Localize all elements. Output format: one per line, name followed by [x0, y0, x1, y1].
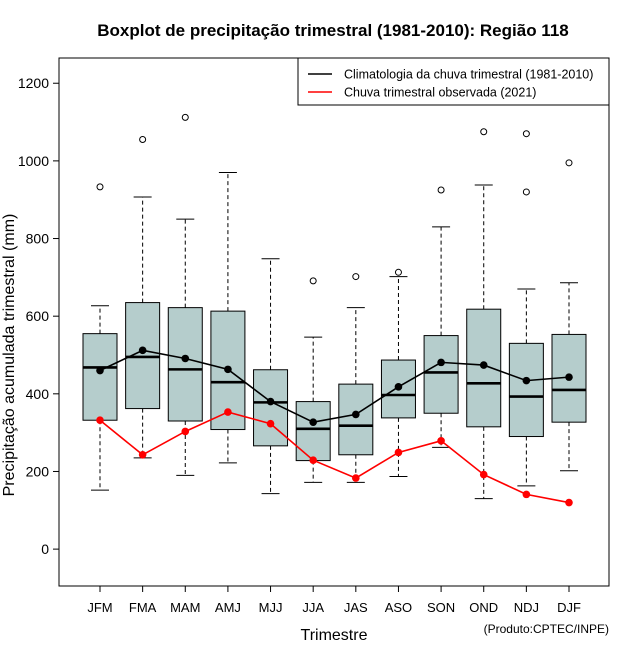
y-tick-label: 1000 [18, 153, 49, 169]
box-mam [167, 113, 203, 476]
series-point-climatology [394, 383, 403, 391]
x-tick-label: JFM [87, 600, 112, 615]
y-tick-label: 200 [26, 463, 50, 479]
series-point-observed [352, 474, 360, 482]
series-point-climatology [309, 418, 317, 426]
series-point-observed [309, 456, 317, 465]
box-iqr [508, 342, 544, 438]
x-tick-label: OND [469, 600, 498, 615]
box-mjj [253, 258, 289, 495]
box-ond [466, 128, 502, 500]
x-axis-label: Trimestre [301, 627, 368, 644]
series-point-climatology [138, 346, 147, 355]
series-point-observed [266, 419, 275, 428]
legend-entry: Chuva trimestral observada (2021) [344, 86, 536, 100]
box-jas [338, 273, 374, 483]
outlier-point [96, 183, 104, 191]
x-tick-label: SON [427, 600, 455, 615]
series-point-climatology [479, 361, 488, 369]
x-tick-label: FMA [129, 600, 157, 615]
series-point-observed [96, 416, 104, 425]
box-fma [125, 136, 161, 459]
plot-area: 0 200 400 600 800 1000 1200 JFM FMA MAM AMJ MJJ JJA J… [18, 57, 610, 615]
series-point-observed [437, 437, 445, 445]
x-tick-label: JJA [302, 600, 324, 615]
series-point-climatology [96, 366, 104, 375]
legend-entry: Climatologia da chuva trimestral (1981-2… [344, 68, 593, 82]
series-point-climatology [181, 354, 190, 363]
series-point-climatology [352, 410, 360, 419]
x-tick-label: DJF [557, 600, 581, 615]
x-tick-label: NDJ [514, 600, 539, 615]
box-djf [551, 159, 587, 472]
box-iqr [167, 307, 203, 422]
box-iqr [423, 335, 459, 414]
box-amj [210, 172, 246, 464]
box-jja [295, 277, 331, 483]
outlier-point [522, 188, 530, 196]
box-son [423, 186, 459, 448]
box-ndj [508, 130, 544, 487]
chart-title: Boxplot de precipitação trimestral (1981… [97, 21, 568, 40]
series-point-climatology [565, 373, 573, 381]
product-credit: (Produto:CPTEC/INPE) [484, 622, 609, 636]
x-tick-label: ASO [385, 600, 412, 615]
legend: Climatologia da chuva trimestral (1981-2… [297, 57, 610, 106]
y-tick-label: 0 [41, 541, 49, 557]
outlier-point [565, 159, 573, 167]
x-tick-label: AMJ [215, 600, 241, 615]
y-tick-label: 1200 [18, 75, 49, 91]
outlier-point [437, 186, 445, 194]
series-point-observed [181, 427, 190, 436]
series-point-observed [479, 470, 488, 479]
y-axis-label: Precipitação acumulada trimestral (mm) [1, 214, 18, 497]
outlier-point [352, 273, 360, 281]
box-iqr [338, 383, 374, 456]
outlier-point [522, 130, 530, 138]
x-tick-label: MJJ [259, 600, 283, 615]
box-jfm [82, 183, 118, 491]
series-point-climatology [437, 358, 445, 367]
outlier-point [139, 136, 147, 144]
outlier-point [394, 268, 402, 276]
y-tick-label: 600 [26, 308, 50, 324]
outlier-point [181, 113, 189, 121]
series-point-observed [565, 498, 573, 507]
series-point-climatology [522, 376, 531, 385]
x-tick-label: JAS [344, 600, 368, 615]
outlier-point [480, 128, 488, 136]
series-point-observed [522, 490, 531, 499]
outlier-point [309, 277, 317, 285]
series-point-observed [224, 408, 232, 416]
box-iqr [295, 401, 331, 462]
series-point-climatology [224, 365, 232, 374]
y-tick-label: 800 [26, 231, 50, 247]
y-tick-label: 400 [26, 386, 50, 402]
series-line-observed [99, 411, 570, 504]
box-aso [380, 268, 416, 478]
series-point-observed [394, 448, 403, 457]
series-point-climatology [266, 397, 275, 406]
legend-box [297, 57, 610, 106]
series-point-observed [138, 450, 147, 459]
box-iqr [82, 333, 118, 421]
x-tick-label: MAM [170, 600, 200, 615]
series-line-climatology [99, 349, 570, 423]
